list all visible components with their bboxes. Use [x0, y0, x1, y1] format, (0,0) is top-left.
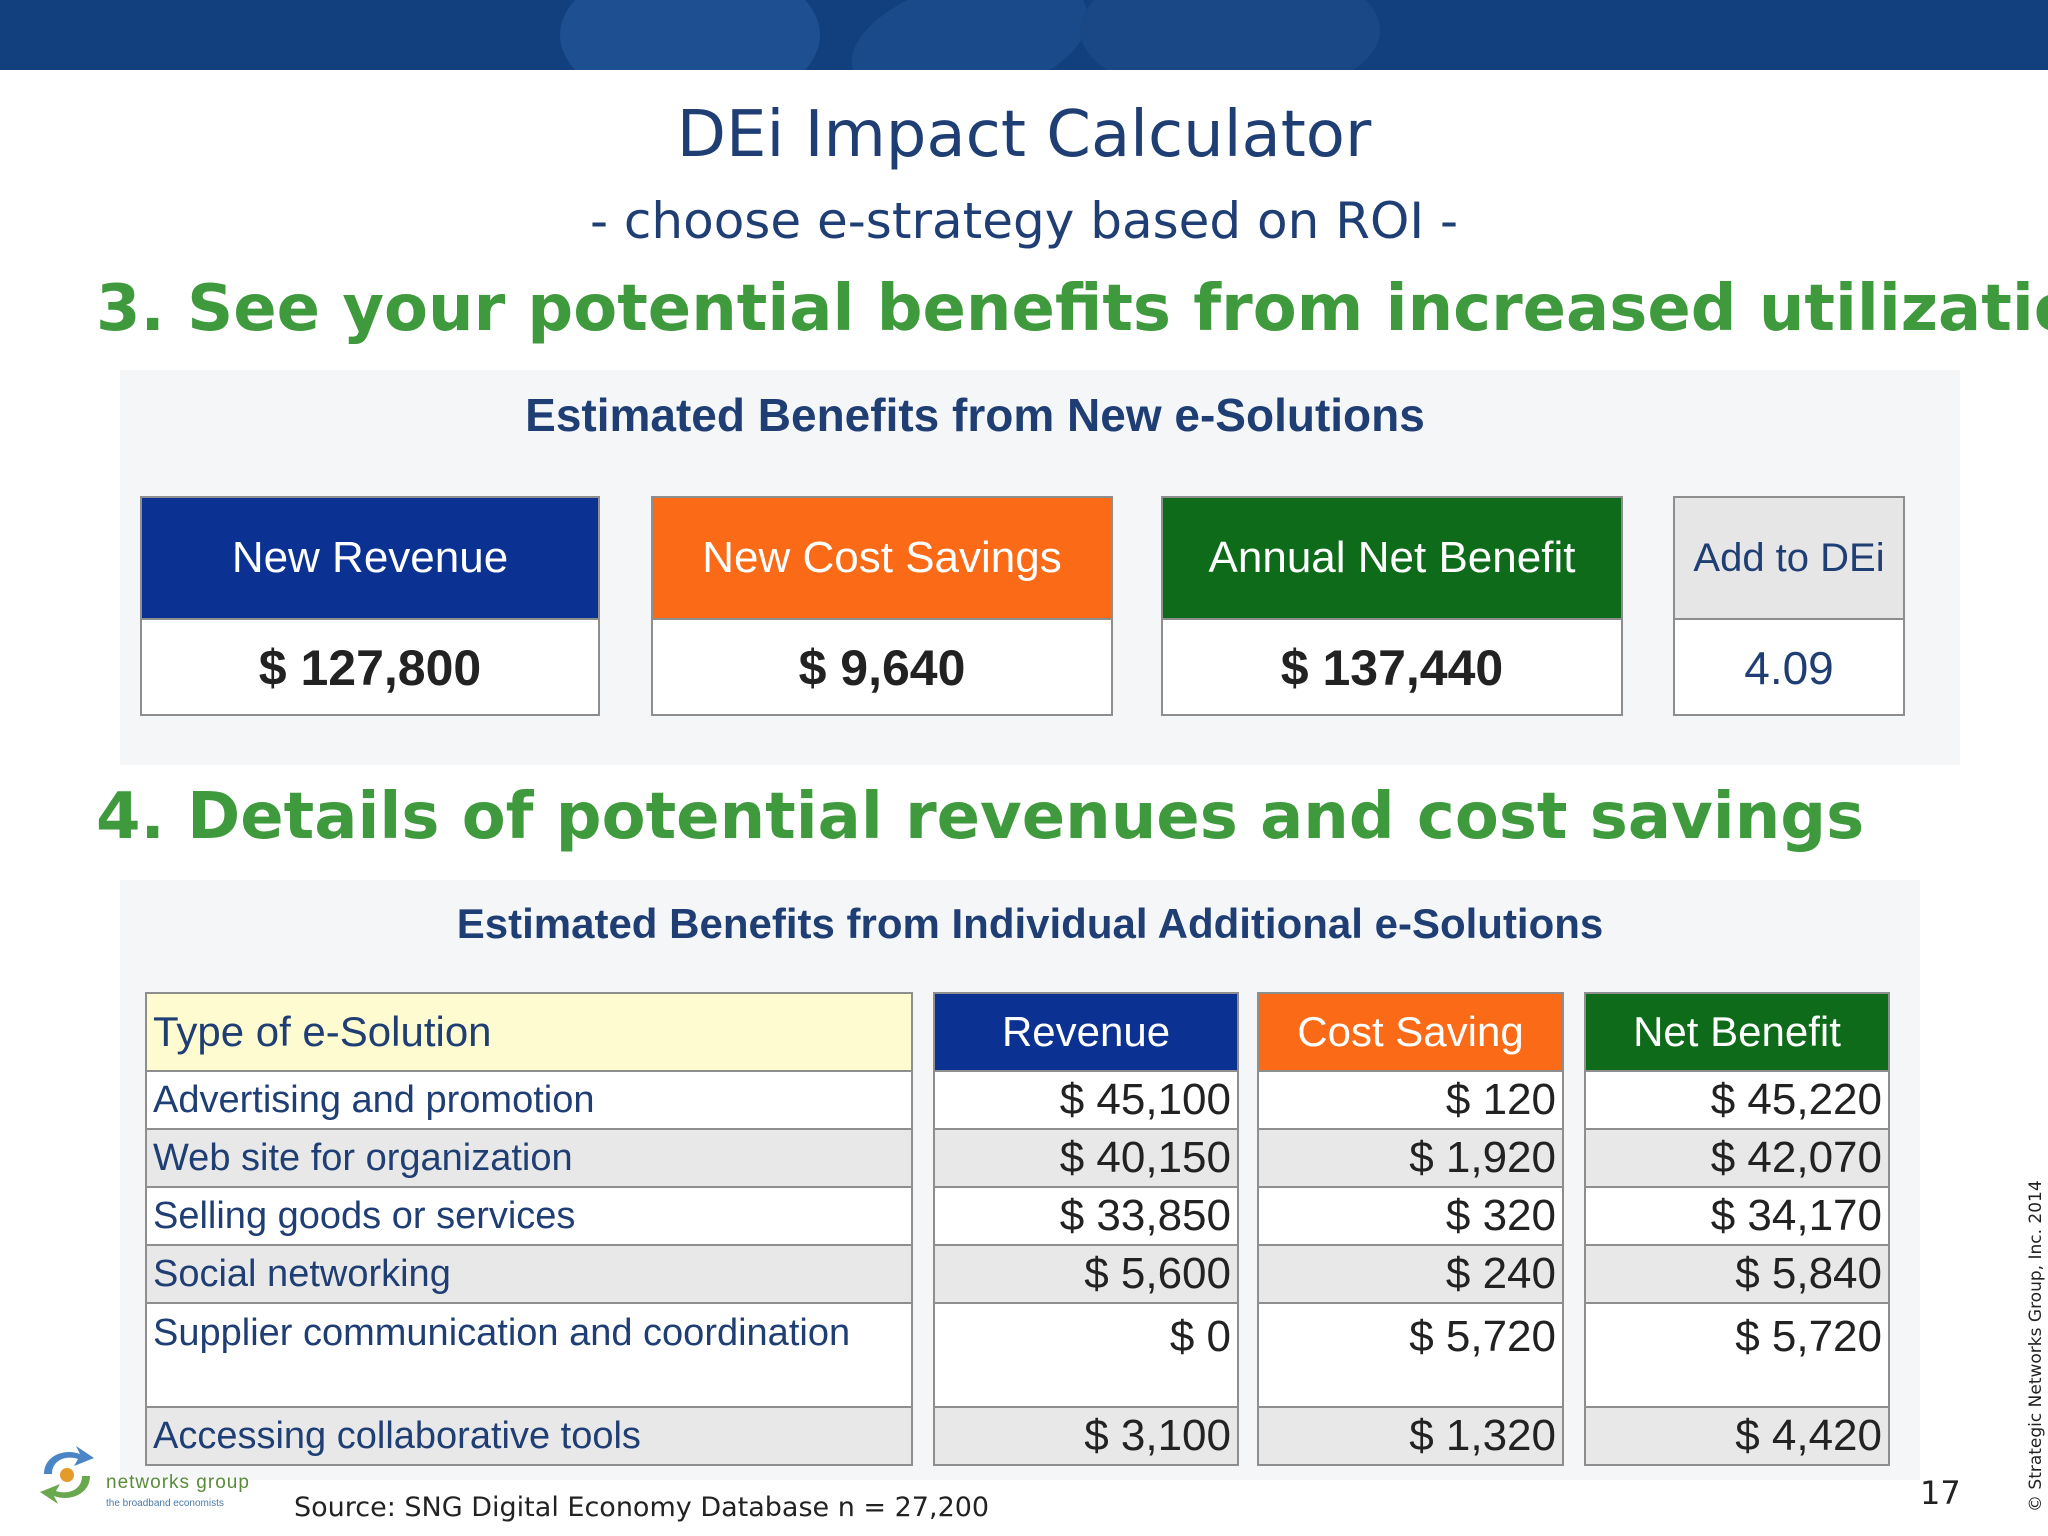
step3-heading: 3. See your potential benefits from incr…	[96, 272, 2048, 346]
table-cell-revenue: $ 0	[933, 1304, 1239, 1408]
table-cell-type: Supplier communication and coordination	[145, 1304, 913, 1408]
table-cell-net-benefit: $ 5,720	[1584, 1304, 1890, 1408]
table-cell-net-benefit: $ 34,170	[1584, 1188, 1890, 1246]
slide-title: DEi Impact Calculator	[676, 98, 1372, 172]
card-label: New Cost Savings	[653, 498, 1111, 620]
card-value: $ 137,440	[1280, 640, 1504, 696]
banner-swoosh	[1080, 0, 1380, 70]
net-benefit-column: Net Benefit $ 45,220 $ 42,070 $ 34,170 $…	[1584, 992, 1890, 1466]
annual-net-benefit-card: Annual Net Benefit $ 137,440	[1161, 496, 1623, 716]
table-cell-revenue: $ 45,100	[933, 1072, 1239, 1130]
table-cell-cost-saving: $ 240	[1257, 1246, 1564, 1304]
banner-swoosh	[560, 0, 820, 70]
details-panel-title: Estimated Benefits from Individual Addit…	[456, 900, 1604, 947]
table-cell-cost-saving: $ 1,920	[1257, 1130, 1564, 1188]
table-cell-cost-saving: $ 120	[1257, 1072, 1564, 1130]
card-label: New Revenue	[142, 498, 598, 620]
table-cell-type: Selling goods or services	[145, 1188, 913, 1246]
table-cell-cost-saving: $ 1,320	[1257, 1408, 1564, 1466]
table-cell-cost-saving: $ 320	[1257, 1188, 1564, 1246]
table-cell-revenue: $ 33,850	[933, 1188, 1239, 1246]
type-column: Type of e-Solution Advertising and promo…	[145, 992, 913, 1466]
logo-tagline: the broadband economists	[106, 1498, 224, 1509]
page-number: 17	[1920, 1474, 1961, 1512]
cost-saving-column: Cost Saving $ 120 $ 1,920 $ 320 $ 240 $ …	[1257, 992, 1564, 1466]
card-value: 4.09	[1744, 642, 1834, 694]
table-cell-revenue: $ 3,100	[933, 1408, 1239, 1466]
table-cell-cost-saving: $ 5,720	[1257, 1304, 1564, 1408]
table-cell-net-benefit: $ 42,070	[1584, 1130, 1890, 1188]
banner-swoosh	[836, 0, 1104, 70]
networks-group-logo-icon	[40, 1446, 94, 1504]
add-to-dei-card: Add to DEi 4.09	[1673, 496, 1905, 716]
column-header-type: Type of e-Solution	[145, 992, 913, 1072]
column-header-cost-saving: Cost Saving	[1257, 992, 1564, 1072]
table-cell-net-benefit: $ 45,220	[1584, 1072, 1890, 1130]
table-cell-type: Social networking	[145, 1246, 913, 1304]
slide-subtitle: - choose e-strategy based on ROI -	[589, 192, 1459, 250]
copyright-notice: © Strategic Networks Group, Inc. 2014	[2026, 1180, 2046, 1512]
logo-name: networks group	[106, 1472, 250, 1493]
column-header-net-benefit: Net Benefit	[1584, 992, 1890, 1072]
table-cell-net-benefit: $ 4,420	[1584, 1408, 1890, 1466]
top-banner	[0, 0, 2048, 70]
table-cell-revenue: $ 5,600	[933, 1246, 1239, 1304]
summary-panel-title: Estimated Benefits from New e-Solutions	[525, 389, 1425, 441]
table-cell-revenue: $ 40,150	[933, 1130, 1239, 1188]
card-label: Annual Net Benefit	[1163, 498, 1621, 620]
table-cell-type: Advertising and promotion	[145, 1072, 913, 1130]
table-cell-type: Accessing collaborative tools	[145, 1408, 913, 1466]
table-cell-net-benefit: $ 5,840	[1584, 1246, 1890, 1304]
table-cell-type: Web site for organization	[145, 1130, 913, 1188]
source-note: Source: SNG Digital Economy Database n =…	[294, 1492, 990, 1523]
card-value: $ 127,800	[258, 640, 482, 696]
column-header-revenue: Revenue	[933, 992, 1239, 1072]
logo-wordmark: networks group the broadband economists	[106, 1472, 250, 1509]
new-revenue-card: New Revenue $ 127,800	[140, 496, 600, 716]
revenue-column: Revenue $ 45,100 $ 40,150 $ 33,850 $ 5,6…	[933, 992, 1239, 1466]
step4-heading: 4. Details of potential revenues and cos…	[96, 780, 1865, 854]
card-value: $ 9,640	[798, 640, 966, 696]
card-label: Add to DEi	[1675, 498, 1903, 620]
new-cost-savings-card: New Cost Savings $ 9,640	[651, 496, 1113, 716]
